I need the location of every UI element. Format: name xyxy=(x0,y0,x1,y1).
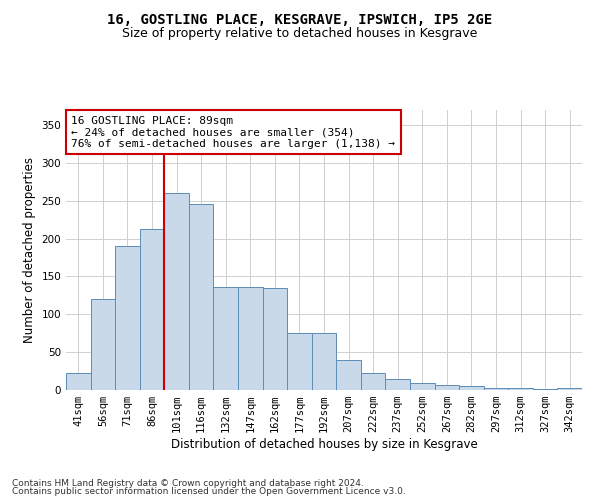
Bar xyxy=(361,372,385,390)
Bar xyxy=(214,287,238,390)
Bar xyxy=(238,287,263,390)
Bar xyxy=(410,383,434,390)
Bar xyxy=(115,246,140,390)
Bar xyxy=(140,229,164,390)
Text: 16, GOSTLING PLACE, KESGRAVE, IPSWICH, IP5 2GE: 16, GOSTLING PLACE, KESGRAVE, IPSWICH, I… xyxy=(107,12,493,26)
Text: Size of property relative to detached houses in Kesgrave: Size of property relative to detached ho… xyxy=(122,28,478,40)
Bar xyxy=(312,333,336,390)
Bar xyxy=(385,378,410,390)
Bar xyxy=(434,386,459,390)
Bar xyxy=(557,388,582,390)
Text: 16 GOSTLING PLACE: 89sqm
← 24% of detached houses are smaller (354)
76% of semi-: 16 GOSTLING PLACE: 89sqm ← 24% of detach… xyxy=(71,116,395,149)
Bar xyxy=(263,288,287,390)
X-axis label: Distribution of detached houses by size in Kesgrave: Distribution of detached houses by size … xyxy=(170,438,478,451)
Text: Contains HM Land Registry data © Crown copyright and database right 2024.: Contains HM Land Registry data © Crown c… xyxy=(12,478,364,488)
Bar xyxy=(533,389,557,390)
Y-axis label: Number of detached properties: Number of detached properties xyxy=(23,157,36,343)
Bar xyxy=(91,299,115,390)
Bar xyxy=(336,360,361,390)
Bar xyxy=(287,333,312,390)
Bar xyxy=(189,204,214,390)
Bar xyxy=(508,388,533,390)
Bar xyxy=(164,193,189,390)
Bar xyxy=(66,374,91,390)
Bar xyxy=(484,388,508,390)
Bar xyxy=(459,386,484,390)
Text: Contains public sector information licensed under the Open Government Licence v3: Contains public sector information licen… xyxy=(12,487,406,496)
